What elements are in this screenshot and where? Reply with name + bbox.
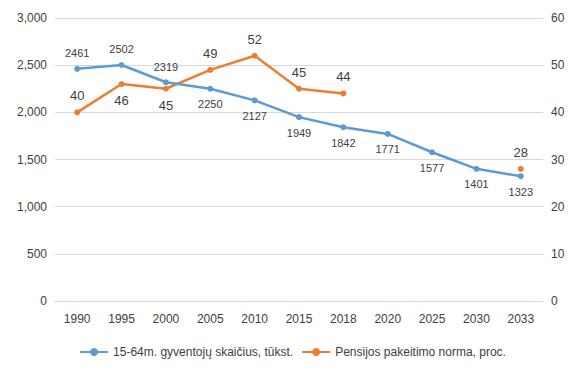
svg-text:20: 20 (551, 200, 565, 214)
svg-text:40: 40 (70, 88, 84, 103)
svg-text:2010: 2010 (241, 312, 268, 326)
svg-text:500: 500 (27, 247, 47, 261)
svg-text:2,000: 2,000 (17, 105, 47, 119)
svg-text:2,500: 2,500 (17, 58, 47, 72)
svg-text:2502: 2502 (109, 43, 133, 55)
svg-text:1949: 1949 (287, 127, 311, 139)
svg-text:46: 46 (114, 93, 128, 108)
svg-text:60: 60 (551, 11, 565, 25)
svg-text:Pensijos pakeitimo norma, proc: Pensijos pakeitimo norma, proc. (335, 345, 506, 359)
svg-text:30: 30 (551, 153, 565, 167)
svg-text:2025: 2025 (419, 312, 446, 326)
svg-text:1842: 1842 (331, 137, 355, 149)
svg-text:1401: 1401 (464, 178, 488, 190)
svg-text:2461: 2461 (65, 47, 89, 59)
svg-text:40: 40 (551, 105, 565, 119)
svg-text:2030: 2030 (463, 312, 490, 326)
svg-text:1,500: 1,500 (17, 153, 47, 167)
svg-text:1323: 1323 (509, 186, 533, 198)
svg-text:2319: 2319 (154, 61, 178, 73)
svg-text:45: 45 (292, 65, 306, 80)
svg-text:45: 45 (159, 98, 173, 113)
svg-text:50: 50 (551, 58, 565, 72)
svg-text:0: 0 (40, 294, 47, 308)
svg-text:2127: 2127 (242, 110, 266, 122)
svg-text:2000: 2000 (153, 312, 180, 326)
svg-text:28: 28 (514, 145, 528, 160)
svg-text:0: 0 (551, 294, 558, 308)
svg-text:2005: 2005 (197, 312, 224, 326)
svg-text:2020: 2020 (374, 312, 401, 326)
svg-text:2033: 2033 (507, 312, 534, 326)
svg-text:3,000: 3,000 (17, 11, 47, 25)
svg-text:2015: 2015 (286, 312, 313, 326)
svg-text:2250: 2250 (198, 98, 222, 110)
svg-text:1995: 1995 (108, 312, 135, 326)
svg-text:1,000: 1,000 (17, 200, 47, 214)
svg-text:1771: 1771 (375, 143, 399, 155)
svg-text:1990: 1990 (64, 312, 91, 326)
svg-text:15-64m. gyventojų skaičius, tū: 15-64m. gyventojų skaičius, tūkst. (113, 345, 293, 359)
svg-text:49: 49 (203, 46, 217, 61)
svg-text:2018: 2018 (330, 312, 357, 326)
svg-text:52: 52 (247, 32, 261, 47)
svg-text:10: 10 (551, 247, 565, 261)
svg-text:1577: 1577 (420, 162, 444, 174)
svg-text:44: 44 (336, 69, 350, 84)
